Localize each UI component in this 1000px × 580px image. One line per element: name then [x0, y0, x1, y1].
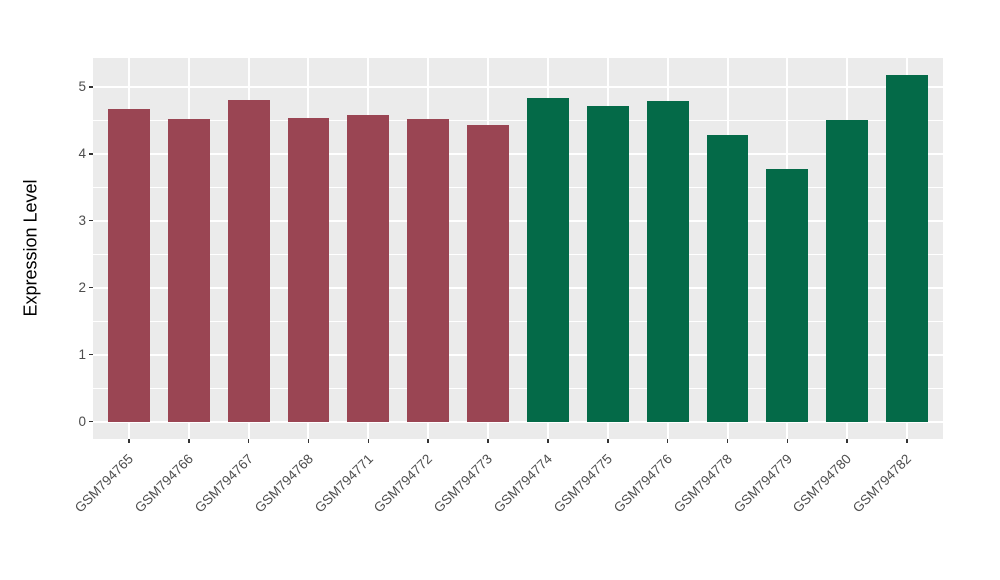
x-axis-tick-mark	[367, 439, 370, 443]
x-axis-tick-label-text: GSM794778	[670, 451, 735, 516]
bar	[646, 100, 689, 422]
x-axis-tick-mark	[247, 439, 250, 443]
bar	[526, 98, 569, 422]
x-axis-tick-mark	[487, 439, 489, 443]
y-minor-gridline	[93, 119, 943, 121]
y-major-gridline	[93, 420, 943, 423]
x-axis-tick-mark	[607, 439, 609, 443]
y-major-gridline	[93, 219, 943, 222]
y-axis-tick-mark	[88, 219, 93, 222]
bar	[467, 124, 509, 422]
x-axis-tick-label-text: GSM794775	[550, 451, 616, 516]
y-minor-gridline	[93, 186, 943, 188]
y-axis-title: Expression Level	[20, 179, 41, 317]
bar	[826, 120, 869, 422]
y-major-gridline	[93, 85, 943, 88]
y-axis-tick-label: 1	[78, 346, 86, 362]
x-axis-tick-mark	[846, 439, 848, 443]
bar	[706, 135, 749, 422]
x-axis-tick-label-text: GSM794779	[730, 451, 795, 516]
y-axis-tick-label: 3	[78, 212, 86, 228]
bar	[886, 74, 929, 422]
x-axis-tick-mark	[786, 439, 789, 443]
x-axis-tick-label-text: GSM794767	[191, 451, 256, 516]
x-axis-tick-mark	[906, 439, 908, 443]
x-axis-tick-label-text: GSM794766	[131, 451, 197, 516]
x-axis-tick-label-text: GSM794780	[790, 451, 855, 516]
bar	[227, 99, 270, 422]
bar	[287, 117, 330, 422]
y-minor-gridline	[93, 320, 943, 322]
x-axis-tick-mark	[307, 439, 310, 443]
y-axis-tick-label: 4	[78, 146, 86, 161]
y-axis-tick-mark	[88, 153, 93, 155]
y-minor-gridline	[93, 253, 943, 255]
bar	[407, 118, 450, 422]
x-axis-tick-mark	[726, 439, 729, 443]
x-axis-tick-label-text: GSM794782	[850, 451, 915, 516]
bar	[766, 169, 809, 422]
y-minor-gridline	[93, 387, 943, 389]
x-axis-tick-label-text: GSM794772	[371, 451, 436, 516]
x-axis-tick-label-text: GSM794773	[431, 451, 496, 516]
y-axis-tick-label: 5	[78, 79, 86, 95]
bar	[586, 106, 629, 422]
x-axis-tick-label-text: GSM794768	[251, 451, 316, 516]
x-axis-tick-label-text: GSM794765	[71, 451, 137, 516]
y-axis-tick-mark	[88, 353, 93, 356]
bar	[167, 118, 210, 422]
y-major-gridline	[93, 286, 943, 289]
y-axis-tick-label: 2	[78, 279, 86, 295]
y-major-gridline	[93, 152, 943, 155]
y-axis-tick-label: 0	[78, 413, 86, 429]
y-axis-tick-mark	[88, 86, 93, 88]
y-major-gridline	[93, 353, 943, 356]
x-axis-tick-label-text: GSM794774	[491, 451, 556, 516]
x-axis-tick-mark	[128, 439, 130, 443]
x-axis-tick-label-text: GSM794771	[311, 451, 376, 516]
plot-panel	[93, 58, 943, 439]
x-axis-tick-mark	[666, 439, 669, 443]
x-axis-tick-label-text: GSM794776	[610, 451, 675, 516]
bar	[107, 108, 150, 422]
y-axis-tick-mark	[88, 420, 93, 423]
y-axis-tick-mark	[88, 286, 93, 289]
x-axis-tick-mark	[188, 439, 190, 443]
x-axis-tick-mark	[427, 439, 429, 443]
bar	[347, 114, 390, 422]
x-axis-tick-mark	[547, 439, 549, 443]
